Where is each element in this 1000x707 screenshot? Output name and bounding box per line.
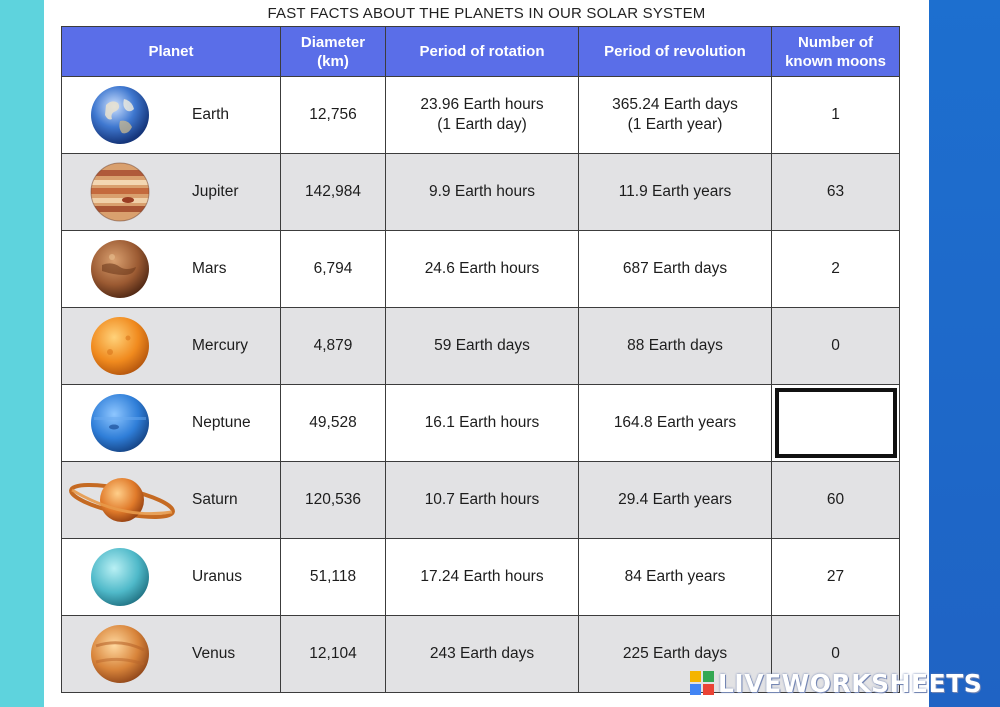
revolution-cell: 84 Earth years: [578, 538, 772, 616]
moons-cell: 60: [771, 461, 900, 539]
page-title: FAST FACTS ABOUT THE PLANETS IN OUR SOLA…: [267, 5, 706, 22]
planet-name: Neptune: [192, 414, 251, 431]
rotation-cell: 9.9 Earth hours: [385, 153, 579, 231]
saturn-icon: [69, 478, 175, 522]
jupiter-icon: [90, 162, 150, 222]
mercury-icon: [91, 317, 149, 375]
diameter-cell: 12,104: [280, 615, 386, 693]
rotation-cell: 10.7 Earth hours: [385, 461, 579, 539]
moons-cell: 0: [771, 615, 900, 693]
col-header-rotation: Period of rotation: [385, 26, 579, 77]
planet-cell: Mercury: [61, 307, 281, 385]
table-row: Jupiter 142,984 9.9 Earth hours 11.9 Ear…: [61, 153, 900, 231]
rotation-cell: 24.6 Earth hours: [385, 230, 579, 308]
planet-cell: Venus: [61, 615, 281, 693]
planet-cell: Uranus: [61, 538, 281, 616]
revolution-cell: 687 Earth days: [578, 230, 772, 308]
moons-cell: 1: [771, 76, 900, 154]
planet-name: Jupiter: [192, 183, 239, 200]
diameter-cell: 12,756: [280, 76, 386, 154]
table-row: Saturn 120,536 10.7 Earth hours 29.4 Ear…: [61, 461, 900, 539]
table-row: Venus 12,104 243 Earth days 225 Earth da…: [61, 615, 900, 693]
revolution-cell: 164.8 Earth years: [578, 384, 772, 462]
uranus-icon: [91, 548, 149, 606]
revolution-cell: 225 Earth days: [578, 615, 772, 693]
revolution-cell: 11.9 Earth years: [578, 153, 772, 231]
table-row: Mercury 4,879 59 Earth days 88 Earth day…: [61, 307, 900, 385]
col-header-diameter: Diameter (km): [280, 26, 386, 77]
rotation-cell: 17.24 Earth hours: [385, 538, 579, 616]
col-header-planet: Planet: [61, 26, 281, 77]
liveworksheets-logo-icon: [690, 671, 714, 695]
revolution-cell: 29.4 Earth years: [578, 461, 772, 539]
planet-cell: Mars: [61, 230, 281, 308]
diameter-cell: 6,794: [280, 230, 386, 308]
mars-icon: [91, 240, 149, 298]
planet-name: Mercury: [192, 337, 248, 354]
col-header-moons: Number of known moons: [771, 26, 900, 77]
left-background-strip: [0, 0, 44, 707]
table-row: Earth 12,756 23.96 Earth hours (1 Earth d…: [61, 76, 900, 154]
planet-name: Uranus: [192, 568, 242, 585]
planet-name: Mars: [192, 260, 227, 277]
venus-icon: [91, 625, 149, 683]
moons-cell: 27: [771, 538, 900, 616]
liveworksheets-watermark: LIVEWORKSHEETS: [690, 668, 982, 698]
moons-cell: [771, 384, 900, 462]
planet-name: Earth: [192, 106, 230, 123]
diameter-cell: 49,528: [280, 384, 386, 462]
rotation-cell: 243 Earth days: [385, 615, 579, 693]
diameter-cell: 51,118: [280, 538, 386, 616]
table-row: Neptune 49,528 16.1 Earth hours 164.8 Ea…: [61, 384, 900, 462]
earth-icon: [91, 86, 149, 144]
planet-name: Saturn: [192, 491, 238, 508]
right-background-strip: [929, 0, 1000, 707]
planet-cell: Earth: [61, 76, 281, 154]
diameter-cell: 120,536: [280, 461, 386, 539]
col-header-revolution: Period of revolution: [578, 26, 772, 77]
planet-cell: Jupiter: [61, 153, 281, 231]
table-row: Mars 6,794 24.6 Earth hours 687 Earth da…: [61, 230, 900, 308]
rotation-cell: 23.96 Earth hours (1 Earth day): [385, 76, 579, 154]
worksheet: FAST FACTS ABOUT THE PLANETS IN OUR SOLA…: [44, 0, 929, 707]
planet-name: Venus: [192, 645, 236, 662]
header-row: Planet Diameter (km) Period of rotation P…: [61, 26, 900, 77]
rotation-cell: 59 Earth days: [385, 307, 579, 385]
rotation-cell: 16.1 Earth hours: [385, 384, 579, 462]
revolution-cell: 365.24 Earth days (1 Earth year): [578, 76, 772, 154]
planet-cell: Neptune: [61, 384, 281, 462]
watermark-text: LIVEWORKSHEETS: [718, 668, 983, 698]
moons-cell: 0: [771, 307, 900, 385]
revolution-cell: 88 Earth days: [578, 307, 772, 385]
table-row: Uranus 51,118 17.24 Earth hours 84 Earth…: [61, 538, 900, 616]
neptune-moons-answer-input[interactable]: [774, 388, 897, 458]
neptune-icon: [91, 394, 149, 452]
diameter-cell: 4,879: [280, 307, 386, 385]
diameter-cell: 142,984: [280, 153, 386, 231]
moons-cell: 63: [771, 153, 900, 231]
planet-facts-table: Planet Diameter (km) Period of rotation P…: [61, 26, 900, 693]
moons-cell: 2: [771, 230, 900, 308]
planet-cell: Saturn: [61, 461, 281, 539]
